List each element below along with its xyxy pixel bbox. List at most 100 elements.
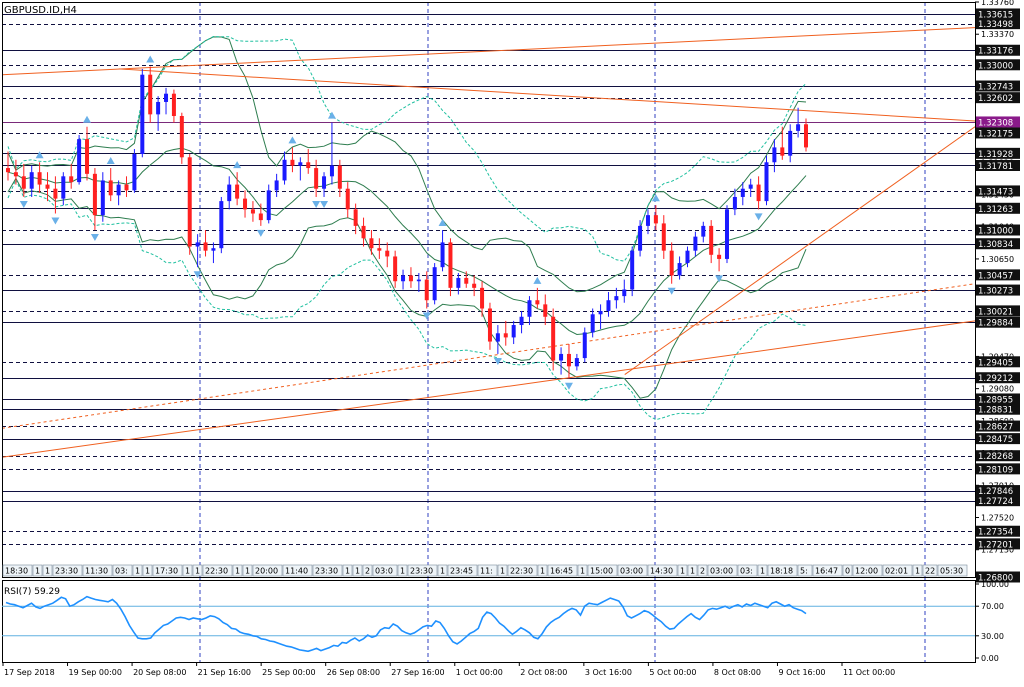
price-levels[interactable] xyxy=(2,14,975,578)
rsi-panel-border xyxy=(2,580,976,663)
candle-body xyxy=(535,300,540,305)
level-badge xyxy=(976,372,1020,384)
session-cell xyxy=(882,564,913,577)
candle-body xyxy=(448,242,453,288)
level-badge-label: 1.32175 xyxy=(978,129,1013,139)
candle-body xyxy=(724,209,729,259)
session-cell-label: 12:00 xyxy=(855,567,878,576)
candle-body xyxy=(740,188,745,197)
candle-body xyxy=(598,310,603,315)
level-badge xyxy=(976,18,1020,30)
session-cell-label: 15:00 xyxy=(590,567,613,576)
level-badge xyxy=(976,238,1020,250)
candle-body xyxy=(85,139,90,174)
candle-body xyxy=(274,180,279,191)
fractal-up-marker xyxy=(288,136,297,144)
price-tick-label: 1.27130 xyxy=(981,546,1014,555)
candle-body xyxy=(519,316,524,326)
session-cell-label: 11:30 xyxy=(85,567,108,576)
candle-body xyxy=(788,130,793,156)
level-badge xyxy=(976,127,1020,139)
level-badge-label: 1.31263 xyxy=(978,205,1013,215)
level-badge-label: 1.31928 xyxy=(978,150,1013,160)
candle-body xyxy=(298,162,303,166)
session-cell xyxy=(52,564,83,577)
session-cell-label: 1 xyxy=(245,567,250,576)
candle-body xyxy=(559,353,564,361)
candle-body xyxy=(606,300,611,311)
session-cell-label: 03:00 xyxy=(620,567,643,576)
rsi-tick-label: 30.00 xyxy=(981,632,1004,641)
session-cell-label: 5: xyxy=(800,567,808,576)
session-cell xyxy=(617,564,648,577)
candle-body xyxy=(416,279,421,282)
candle-body xyxy=(116,184,121,196)
fractal-down-marker xyxy=(90,234,99,242)
level-badge xyxy=(976,202,1020,214)
candle-body xyxy=(645,215,650,226)
candle-body xyxy=(6,168,10,173)
candle-body xyxy=(772,147,777,163)
level-badge xyxy=(976,485,1020,497)
time-tick-label: 20 Sep 08:00 xyxy=(133,668,186,677)
session-cell xyxy=(397,564,408,577)
level-badge-label: 1.32602 xyxy=(978,94,1013,104)
level-badge-label: 1.33000 xyxy=(978,61,1013,71)
candle-body xyxy=(203,242,208,251)
candle-body xyxy=(717,254,722,259)
session-cell xyxy=(797,564,813,577)
session-cell xyxy=(447,564,478,577)
level-badge-label: 1.27354 xyxy=(978,528,1013,538)
session-cell-label: 1 xyxy=(915,567,920,576)
session-cell xyxy=(852,564,883,577)
candle-body xyxy=(148,74,153,115)
session-cell xyxy=(547,564,578,577)
session-cell-label: 17:30 xyxy=(155,567,178,576)
session-cell xyxy=(252,564,283,577)
candle-body xyxy=(472,283,477,288)
candle-body xyxy=(69,176,74,183)
session-cell xyxy=(737,564,758,577)
session-cell-label: 1 xyxy=(680,567,685,576)
session-cell-label: 1 xyxy=(690,567,695,576)
level-badge-label: 1.31781 xyxy=(978,162,1013,172)
candle-body xyxy=(353,209,358,226)
session-cell-label: 1 xyxy=(540,567,545,576)
price-panel-border xyxy=(2,2,976,578)
level-badge xyxy=(976,316,1020,328)
session-cell-label: 03: xyxy=(115,567,128,576)
candle-body xyxy=(527,300,532,317)
candle-body xyxy=(290,159,295,166)
candle-body xyxy=(622,289,627,297)
price-tick-label: 1.33760 xyxy=(981,0,1014,7)
candle-body xyxy=(693,236,698,251)
session-cell-label: 11:40 xyxy=(285,567,308,576)
fractal-down-marker xyxy=(193,271,202,279)
candle-body xyxy=(37,172,42,185)
session-cell xyxy=(912,564,923,577)
price-tick-label: 1.30650 xyxy=(981,255,1014,264)
trendline xyxy=(1,27,976,76)
candle-body xyxy=(227,184,232,202)
candle-body xyxy=(748,184,753,189)
session-cell xyxy=(232,564,243,577)
candle-body xyxy=(306,162,311,169)
candle-body xyxy=(235,184,240,199)
session-cell xyxy=(32,564,43,577)
trendlines[interactable] xyxy=(1,27,976,458)
level-badge xyxy=(976,495,1020,507)
time-tick-label: 8 Oct 08:00 xyxy=(714,668,761,677)
candle-body xyxy=(156,101,161,115)
session-cell-label: 1 xyxy=(185,567,190,576)
time-tick-label: 11 Oct 00:00 xyxy=(843,668,895,677)
candle-body xyxy=(250,209,255,214)
rsi-line xyxy=(5,595,807,653)
session-cell xyxy=(437,564,448,577)
session-cell xyxy=(342,564,353,577)
session-cell xyxy=(82,564,113,577)
candle-body xyxy=(732,196,737,210)
candle-body xyxy=(669,250,674,276)
fractal-up-marker xyxy=(327,111,336,119)
